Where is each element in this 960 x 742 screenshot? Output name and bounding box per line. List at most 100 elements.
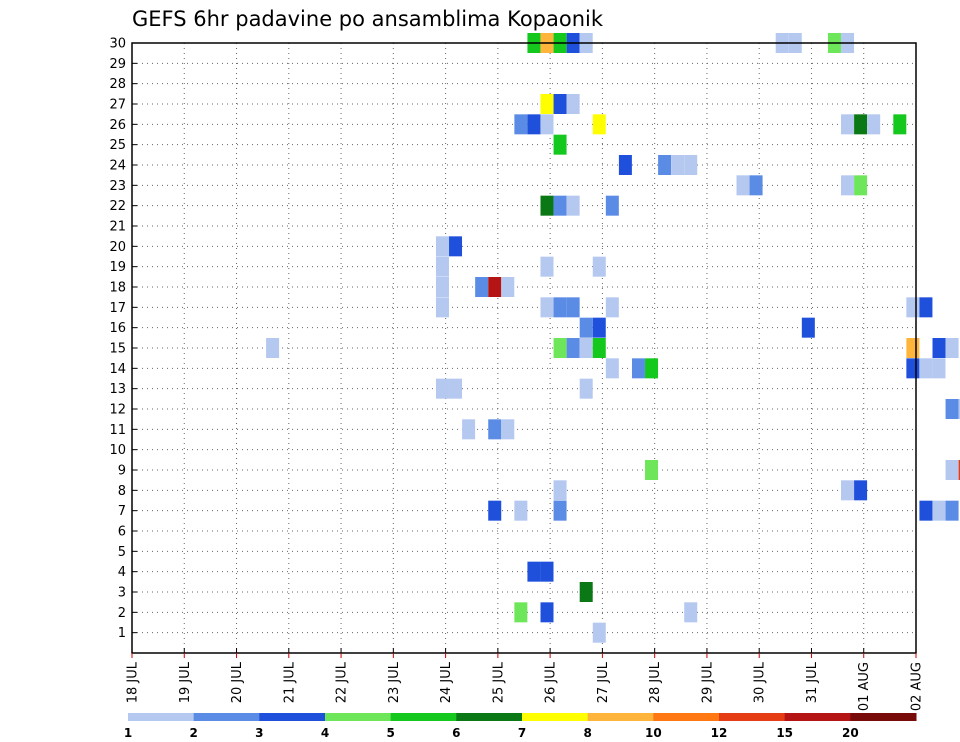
data-cell [932, 338, 946, 358]
data-cell [514, 500, 528, 521]
data-cell [893, 114, 907, 135]
data-cell [592, 317, 606, 338]
data-cell [919, 297, 933, 318]
data-cell [553, 134, 567, 155]
data-cell [514, 114, 528, 135]
data-cell [435, 277, 449, 297]
x-tick-label: 26 JUL [544, 661, 559, 703]
colorbar-label: 6 [452, 726, 460, 740]
data-cell [566, 297, 580, 318]
data-cell [527, 114, 541, 135]
data-cell [579, 338, 593, 358]
data-cell [932, 500, 946, 521]
data-cell [945, 460, 959, 480]
data-cell [592, 114, 606, 135]
data-cell [449, 378, 463, 399]
data-cell [435, 236, 449, 257]
data-cell [906, 358, 920, 379]
x-tick-label: 02 AUG [910, 662, 925, 711]
y-tick-label: 2 [118, 606, 126, 621]
colorbar-segment [456, 713, 523, 721]
colorbar-segment [784, 713, 851, 721]
y-tick-label: 16 [109, 321, 126, 336]
data-cell [540, 297, 554, 318]
colorbar-label: 4 [321, 726, 329, 740]
y-tick-label: 23 [109, 179, 126, 194]
x-tick-label: 21 JUL [282, 661, 297, 703]
grid-lines [132, 43, 916, 653]
data-cell [540, 195, 554, 216]
y-tick-label: 1 [118, 626, 126, 641]
plot-frame [131, 42, 917, 654]
y-tick-label: 7 [118, 504, 126, 519]
data-cell [958, 460, 960, 480]
data-cell [854, 114, 868, 135]
data-cell [475, 277, 489, 297]
data-cell [540, 561, 554, 582]
data-cell [958, 399, 960, 419]
data-cell [749, 175, 763, 196]
data-cell [488, 500, 502, 521]
y-tick-label: 4 [118, 565, 126, 580]
y-tick-label: 27 [109, 98, 126, 113]
colorbar-label: 5 [386, 726, 394, 740]
data-cell [605, 195, 619, 216]
data-cell [736, 175, 750, 196]
data-cell [540, 94, 554, 114]
y-tick-label: 15 [109, 342, 126, 357]
colorbar-segment [193, 713, 260, 721]
data-cell [841, 114, 855, 135]
data-cell [841, 480, 855, 501]
data-cell [854, 480, 868, 501]
x-tick-label: 23 JUL [387, 661, 402, 703]
colorbar-segment [390, 713, 457, 721]
data-cell [435, 378, 449, 399]
colorbar-segment [259, 713, 326, 721]
x-tick-label: 24 JUL [439, 661, 454, 703]
chart-title: GEFS 6hr padavine po ansamblima Kopaonik [132, 7, 604, 31]
data-cell [435, 256, 449, 277]
data-cell [579, 582, 593, 602]
x-tick-label: 01 AUG [857, 662, 872, 711]
data-cell [553, 297, 567, 318]
colorbar-label: 12 [711, 726, 728, 740]
x-tick-label: 28 JUL [648, 661, 663, 703]
colorbar-label: 15 [776, 726, 793, 740]
data-cell [566, 338, 580, 358]
y-tick-label: 11 [109, 423, 126, 438]
data-cell [841, 175, 855, 196]
data-cell [592, 256, 606, 277]
data-cell [605, 358, 619, 379]
data-cell [684, 602, 698, 623]
colorbar-label: 3 [255, 726, 263, 740]
y-tick-label: 29 [109, 57, 126, 72]
colorbar-segment [325, 713, 392, 721]
data-cell [553, 500, 567, 521]
data-cell [579, 378, 593, 399]
data-cell [501, 419, 515, 440]
y-tick-label: 25 [109, 138, 126, 153]
data-cell [540, 602, 554, 623]
y-tick-label: 22 [109, 199, 126, 214]
y-tick-label: 19 [109, 260, 126, 275]
data-cell [579, 317, 593, 338]
data-cell [645, 358, 659, 379]
y-tick-label: 30 [109, 37, 126, 52]
data-cell [566, 94, 580, 114]
data-cell [684, 155, 698, 175]
colorbar-label: 10 [645, 726, 662, 740]
data-cell [932, 358, 946, 379]
x-tick-label: 30 JUL [753, 661, 768, 703]
y-tick-label: 9 [118, 464, 126, 479]
y-tick-label: 5 [118, 545, 126, 560]
data-cells [266, 33, 960, 643]
colorbar-segment [522, 713, 589, 721]
data-cell [645, 460, 659, 480]
colorbar-label: 2 [189, 726, 197, 740]
data-cell [945, 338, 959, 358]
data-cell [919, 500, 933, 521]
data-cell [527, 561, 541, 582]
colorbar-label: 7 [518, 726, 526, 740]
data-cell [592, 622, 606, 643]
